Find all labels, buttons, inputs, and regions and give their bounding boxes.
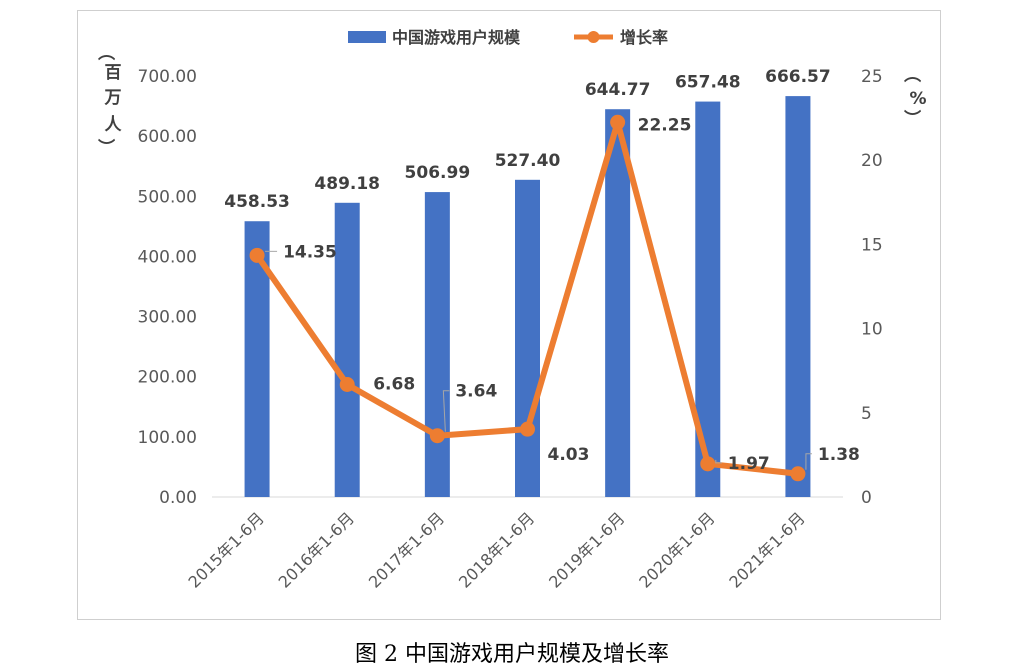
bar [334,202,360,498]
chart-frame [77,10,941,620]
left-axis-tick-label: 0.00 [159,488,197,508]
legend-bar-label: 中国游戏用户规模 [392,28,521,47]
bar-value-label: 506.99 [405,163,471,183]
bar-value-label: 657.48 [675,73,741,93]
left-axis-unit-char: 万 [104,88,122,108]
growth-rate-marker [339,377,355,393]
x-axis-category-label: 2015年1-6月 [185,508,268,591]
growth-rate-marker [429,428,445,444]
rate-value-label: 1.38 [818,445,860,465]
rate-value-label: 1.97 [728,454,770,474]
right-axis-tick-label: 15 [861,235,883,255]
x-axis-category-label: 2021年1-6月 [725,508,808,591]
bar [424,192,450,497]
legend-line-label: 增长率 [620,28,668,47]
x-axis-category-label: 2020年1-6月 [635,508,718,591]
left-axis-unit-char: ） [95,139,116,156]
x-axis-category-label: 2017年1-6月 [365,508,448,591]
bar [785,96,811,497]
bar-value-label: 644.77 [585,80,651,100]
left-axis-tick-label: 400.00 [138,247,197,267]
rate-value-label: 14.35 [283,242,337,262]
left-axis-tick-label: 700.00 [138,67,197,87]
bar [515,179,540,497]
rate-value-label: 3.64 [455,382,497,402]
figure-caption: 图 2 中国游戏用户规模及增长率 [355,642,669,667]
left-axis-unit-char: 百 [105,63,122,83]
left-axis-tick-label: 200.00 [138,368,197,388]
left-axis-tick-label: 100.00 [138,428,197,448]
right-axis-tick-label: 25 [861,67,883,87]
growth-rate-marker [700,456,716,472]
growth-rate-marker [520,421,535,437]
rate-label-leader [715,459,722,464]
left-axis-tick-label: 300.00 [138,308,197,328]
bar-value-label: 489.18 [314,174,380,194]
right-axis-tick-label: 10 [861,320,883,340]
x-axis-category-label: 2019年1-6月 [545,508,628,591]
left-axis-unit-char: （ [95,44,116,61]
rate-label-leader [805,453,812,470]
growth-rate-marker [610,114,626,130]
left-axis-tick-label: 500.00 [138,187,197,207]
right-axis-tick-label: 0 [861,488,872,508]
growth-rate-marker [249,247,265,263]
bar-value-label: 458.53 [224,192,290,212]
x-axis-category-label: 2016年1-6月 [275,508,358,591]
bar [605,109,631,497]
right-axis-unit-char: % [909,89,926,109]
left-axis-unit-char: 人 [105,115,123,135]
legend-bar-swatch [348,31,386,43]
growth-rate-marker [790,466,806,482]
rate-value-label: 4.03 [548,445,590,465]
right-axis-unit-char: ） [901,110,922,127]
bar-value-label: 666.57 [765,67,831,87]
x-axis-category-label: 2018年1-6月 [455,508,538,591]
legend-line-marker [587,31,600,43]
rate-value-label: 6.68 [373,375,415,395]
rate-label-leader [442,390,450,432]
bar-value-label: 527.40 [495,151,561,171]
left-axis-tick-label: 600.00 [138,127,197,147]
right-axis-unit-char: （ [901,66,922,83]
rate-value-label: 22.25 [638,115,692,135]
right-axis-tick-label: 5 [861,404,872,424]
right-axis-tick-label: 20 [861,151,883,171]
